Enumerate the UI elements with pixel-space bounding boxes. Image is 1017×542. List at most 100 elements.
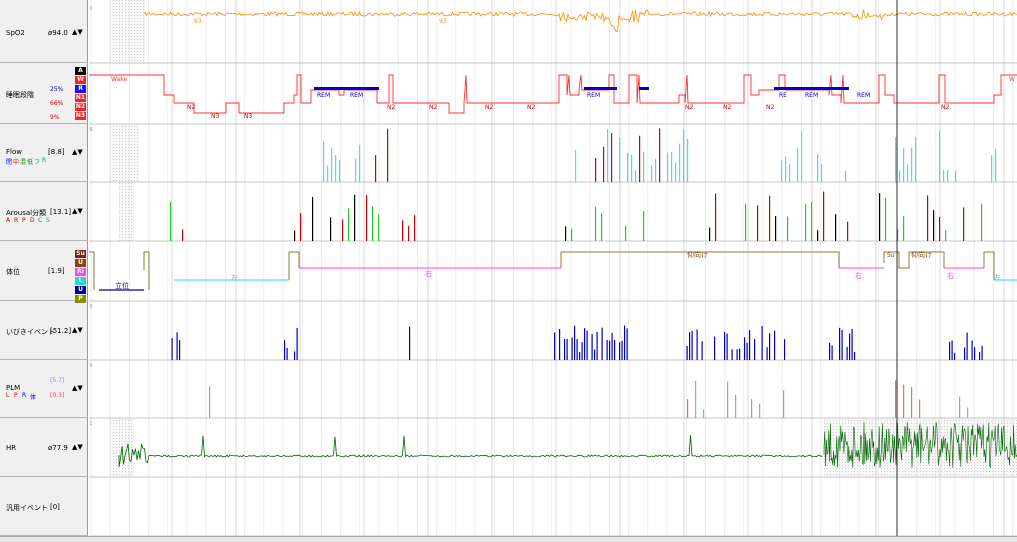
arousal-event-bar bbox=[312, 197, 314, 241]
snore-event-bar bbox=[831, 345, 833, 360]
plm-event-bar bbox=[919, 399, 921, 418]
flow-event-bar bbox=[899, 170, 901, 182]
flow-event-bar bbox=[907, 164, 909, 182]
arousal-event-bar bbox=[348, 208, 350, 241]
arousal-event-bar bbox=[811, 201, 813, 241]
stage-label: N3 bbox=[244, 113, 252, 120]
unrecorded-region bbox=[109, 0, 145, 63]
snore-event-bar bbox=[954, 352, 956, 360]
flow-event-bar bbox=[895, 137, 897, 182]
scale-arrows[interactable]: ▲▼ bbox=[72, 384, 83, 392]
position-box-u2[interactable]: U bbox=[75, 286, 86, 294]
stage-box-w[interactable]: W bbox=[75, 76, 86, 84]
channel-value: [8.8] bbox=[48, 148, 65, 156]
horizontal-scrollbar[interactable] bbox=[0, 536, 1017, 542]
flow-event-bar bbox=[651, 165, 653, 182]
position-box-l[interactable]: L bbox=[75, 277, 86, 285]
stage-box-n2[interactable]: N2 bbox=[75, 103, 86, 111]
position-label: 右 bbox=[947, 271, 954, 280]
snore-event-bar bbox=[784, 339, 786, 360]
flow-event-bar bbox=[375, 155, 377, 182]
snore-event-bar bbox=[846, 346, 848, 360]
snore-event-bar bbox=[979, 352, 981, 360]
scale-arrows[interactable]: ▲▼ bbox=[72, 326, 83, 334]
snore-event-bar bbox=[744, 337, 746, 360]
arousal-event-bar bbox=[342, 219, 344, 241]
plm-value-b: [0.3] bbox=[50, 392, 65, 399]
snore-event-bar bbox=[596, 331, 598, 360]
flow-event-bar bbox=[603, 146, 605, 182]
snore-event-bar bbox=[849, 333, 851, 360]
arousal-event-bar bbox=[354, 194, 356, 241]
arousal-legend-r: R bbox=[14, 217, 19, 224]
arousal-event-bar bbox=[945, 230, 947, 241]
scale-arrows[interactable]: ▲▼ bbox=[72, 443, 83, 451]
arousal-event-bar bbox=[745, 203, 747, 241]
position-label: 立位 bbox=[115, 281, 129, 290]
scale-arrows[interactable]: ▲▼ bbox=[72, 207, 83, 215]
position-box-ri[interactable]: Ri bbox=[75, 268, 86, 276]
snore-event-bar bbox=[559, 329, 561, 360]
channel-sleep-stage[interactable]: 睡眠段階 25% 66% 9% A W R N1 N2 N3 bbox=[0, 63, 88, 124]
stage-box-a[interactable]: A bbox=[75, 67, 86, 75]
snore-event-bar bbox=[966, 332, 968, 360]
arousal-event-bar bbox=[879, 193, 881, 241]
arousal-event-bar bbox=[294, 230, 296, 241]
flow-events bbox=[323, 128, 997, 182]
snore-event-bar bbox=[726, 333, 728, 360]
stage-label: RE bbox=[779, 92, 787, 99]
snore-event-bar bbox=[691, 330, 693, 360]
flow-event-bar bbox=[785, 156, 787, 182]
snore-event-bar bbox=[609, 340, 611, 360]
snore-event-bar bbox=[171, 338, 173, 360]
channel-snore[interactable]: いびきイベント [51.2] ▲▼ bbox=[0, 301, 88, 360]
position-box-u[interactable]: U bbox=[75, 259, 86, 267]
stage-label: Wake bbox=[111, 76, 127, 83]
stage-box-n1[interactable]: N1 bbox=[75, 94, 86, 102]
plm-event-bar bbox=[783, 390, 785, 418]
stage-box-n3[interactable]: N3 bbox=[75, 112, 86, 120]
position-box-su[interactable]: Su bbox=[75, 250, 86, 258]
channel-spo2[interactable]: SpO2 ø94.0 ▲▼ bbox=[0, 0, 88, 63]
plot-area[interactable]: 100 116 28 100 205 241 93 93 Wake N2 N3 … bbox=[89, 0, 1017, 536]
snore-event-bar bbox=[611, 332, 613, 360]
position-box-p[interactable]: P bbox=[75, 295, 86, 303]
snore-event-bar bbox=[614, 339, 616, 360]
stage-box-r[interactable]: R bbox=[75, 85, 86, 93]
flow-event-bar bbox=[801, 130, 803, 182]
scale-arrows[interactable]: ▲▼ bbox=[72, 148, 83, 156]
plm-event-bar bbox=[735, 394, 737, 418]
channel-hr[interactable]: HR ø77.9 ▲▼ bbox=[0, 418, 88, 477]
plm-event-bar bbox=[903, 384, 905, 418]
channel-plm[interactable]: PLM [5.7] [0.3] ▲▼ L P R 体 bbox=[0, 360, 88, 418]
channel-arousal[interactable]: Arousal分類 [13.1] ▲▼ A R P D C S bbox=[0, 182, 88, 241]
snore-event-bar bbox=[554, 332, 556, 360]
scale-arrows[interactable]: ▲▼ bbox=[72, 28, 83, 36]
arousal-legend-d: D bbox=[30, 217, 35, 224]
flow-event-bar bbox=[915, 137, 917, 182]
arousal-event-bar bbox=[565, 226, 567, 241]
stage-label: REM bbox=[350, 92, 363, 99]
channel-position[interactable]: 体位 [1.9] Su U Ri L U P bbox=[0, 241, 88, 303]
arousal-event-bar bbox=[408, 226, 410, 241]
channel-name: PLM bbox=[6, 384, 21, 392]
flow-event-bar bbox=[611, 133, 613, 182]
flow-event-bar bbox=[995, 148, 997, 182]
flow-event-bar bbox=[671, 151, 673, 182]
plm-event-bar bbox=[967, 407, 969, 418]
arousal-event-bar bbox=[981, 203, 983, 241]
channel-general-event[interactable]: 汎用イベント [0] bbox=[0, 477, 88, 536]
flow-event-bar bbox=[991, 155, 993, 182]
arousal-event-bar bbox=[300, 213, 302, 241]
snore-event-bar bbox=[606, 340, 608, 360]
snore-event-bar bbox=[564, 339, 566, 360]
plm-legend-body: 体 bbox=[30, 394, 37, 401]
flow-event-bar bbox=[781, 160, 783, 182]
arousal-event-bar bbox=[927, 195, 929, 241]
spo2-trace-label: 93 bbox=[194, 18, 202, 25]
unrecorded-region bbox=[119, 182, 134, 241]
flow-event-bar bbox=[335, 155, 337, 182]
channel-flow[interactable]: Flow [8.8] ▲▼ 閉 中 混 低 フ R bbox=[0, 124, 88, 182]
plm-event-bar bbox=[209, 386, 211, 418]
plm-events bbox=[209, 380, 969, 418]
